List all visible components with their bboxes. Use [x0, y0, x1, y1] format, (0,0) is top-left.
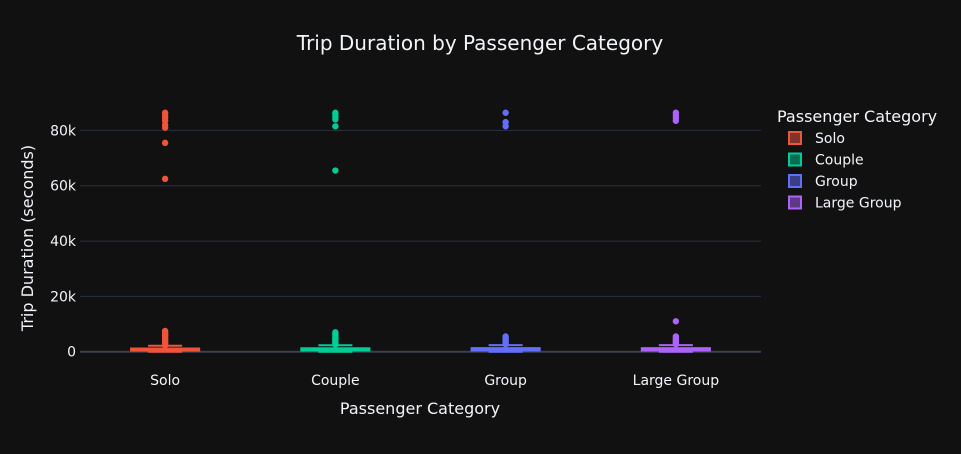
- legend-swatch: [788, 195, 802, 210]
- legend-swatch: [788, 152, 802, 167]
- x-tick-label: Large Group: [633, 373, 720, 389]
- outlier-point: [672, 318, 680, 325]
- outlier-point: [332, 329, 339, 336]
- legend-item-label: Large Group: [815, 196, 902, 212]
- y-tick-labels: 0 20k 40k 60k 80k: [50, 123, 77, 360]
- y-axis-title: Trip Duration (seconds): [18, 145, 37, 332]
- outlier-point: [161, 139, 169, 147]
- y-tick-label: 60k: [50, 179, 77, 195]
- legend-title: Passenger Category: [777, 107, 937, 126]
- outlier-point: [161, 327, 169, 335]
- outlier-point: [332, 167, 339, 174]
- legend-swatch: [788, 174, 802, 188]
- box-group: [470, 109, 541, 353]
- y-tick-label: 0: [67, 345, 76, 361]
- outlier-point: [161, 109, 169, 116]
- y-tick-label: 80k: [50, 123, 77, 139]
- outlier-point: [672, 109, 680, 116]
- x-tick-labels: Solo Couple Group Large Group: [150, 373, 719, 389]
- box-group: [640, 109, 711, 353]
- legend-item-label: Couple: [815, 153, 864, 169]
- x-axis-title: Passenger Category: [340, 399, 500, 418]
- legend-swatch: [788, 131, 802, 145]
- outlier-point: [672, 333, 680, 340]
- box-group: [130, 109, 201, 353]
- outlier-point: [502, 118, 509, 126]
- grid-lines: [80, 129, 761, 353]
- outlier-point: [332, 123, 339, 130]
- x-tick-label: Group: [484, 373, 527, 389]
- outlier-point: [161, 175, 169, 183]
- legend-item-label: Group: [815, 174, 858, 190]
- legend: Passenger Category Solo Couple Group Large …: [777, 107, 937, 212]
- legend-item-label: Solo: [815, 131, 845, 147]
- y-tick-label: 20k: [50, 289, 77, 305]
- box-group: [300, 109, 371, 353]
- outlier-point: [502, 109, 509, 116]
- chart-title: Trip Duration by Passenger Category: [296, 31, 664, 55]
- x-tick-label: Couple: [311, 373, 360, 389]
- x-tick-label: Solo: [150, 373, 180, 389]
- outlier-point: [332, 109, 339, 116]
- y-tick-label: 40k: [50, 234, 77, 250]
- box-series: [130, 109, 711, 353]
- outlier-point: [502, 333, 509, 340]
